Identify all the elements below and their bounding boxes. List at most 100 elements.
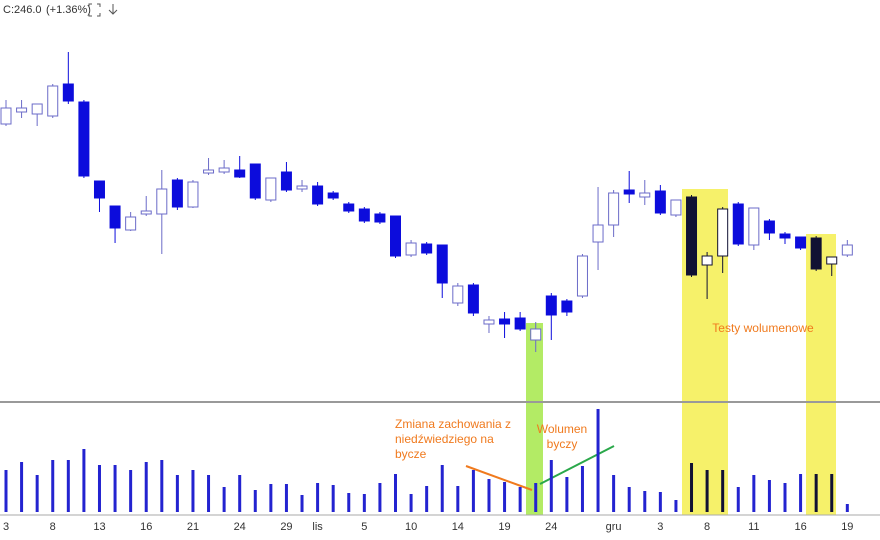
candle-body [639,192,651,198]
volume-bar [643,491,647,512]
candle-body [31,103,43,115]
volume-bar [783,483,787,512]
candle-body [327,192,339,199]
candle-body [670,199,682,216]
volume-bar [674,500,678,512]
candle-body [265,177,277,201]
candle-body [374,213,386,223]
volume-bar [35,475,39,512]
volume-bar [409,494,413,512]
candle-body [530,328,542,341]
volume-bar [331,485,335,512]
candle-body [47,85,59,117]
candle-body [748,207,760,246]
volume-bar [814,474,818,512]
annotation: Zmiana zachowania z [395,417,511,431]
candle-body [686,196,698,276]
candle-body [140,210,152,215]
candle-body [841,244,853,256]
candle-body [592,224,604,243]
candle-body [576,255,588,297]
volume-bar [503,482,507,512]
candle-body [436,244,448,284]
volume-bar [207,475,211,512]
volume-bar [316,483,320,512]
candle-body [779,233,791,239]
candle-body [16,107,28,113]
volume-bar [175,475,179,512]
x-tick-label: 8 [50,521,56,533]
candle-body [405,242,417,256]
volume-bar [518,487,522,512]
volume-bar [690,463,694,512]
x-tick-label: 13 [93,521,105,533]
volume-bar [721,470,725,512]
x-tick-label: gru [606,521,622,533]
volume-bar [300,495,304,512]
volume-bar [845,504,849,512]
x-tick-label: 10 [405,521,417,533]
volume-bar [612,475,616,512]
close-label: C:246.0 [3,4,42,16]
volume-bar [394,474,397,512]
candle-body [701,255,713,266]
candle-body [62,83,74,102]
volume-bar [51,460,55,512]
candle-body [499,318,511,325]
volume-bar [752,475,756,512]
fullscreen-icon[interactable] [88,3,101,17]
volume-bar [799,474,803,512]
change-label: (+1.36%) [46,4,91,16]
annotation: byczy [547,437,578,451]
candle-body [187,181,199,208]
x-tick-label: 24 [545,521,557,533]
candle-body [93,180,105,199]
candle-body [795,236,807,249]
candle-body [249,163,261,199]
volume-bar [144,462,148,512]
volume-bar [191,470,195,512]
candle-body [156,188,168,215]
x-tick-label: 19 [498,521,510,533]
candle-body [234,169,246,178]
candle-body [390,215,401,257]
x-tick-label: 3 [657,521,663,533]
volume-bar [767,480,771,512]
volume-bar [269,484,273,512]
x-tick-label: 19 [841,521,853,533]
x-tick-label: 11 [748,521,759,533]
x-tick-label: 24 [234,521,246,533]
volume-bar [565,477,569,512]
volume-bar [378,483,382,512]
volume-bar [97,465,101,512]
volume-bar [113,465,117,512]
candle-body [296,185,308,190]
volume-bar [440,465,444,512]
candle-body [514,317,526,330]
volume-bar [284,484,288,512]
candle-body [343,203,355,212]
candle-body [218,167,230,173]
candle-body [125,216,137,231]
volume-bar [129,470,133,512]
volume-bar [82,449,86,512]
candle-body [608,192,620,226]
candle-body [0,107,12,125]
candle-body [467,284,479,314]
download-icon[interactable] [108,4,118,15]
volume-bar [425,486,429,512]
volume-bar [4,470,8,512]
volume-bar [160,460,164,512]
x-tick-label: 8 [704,521,710,533]
volume-bar [362,494,366,512]
arrow-line [465,465,533,491]
volume-bar [596,409,600,512]
x-tick-label: lis [312,521,323,533]
candle-body [561,300,573,313]
annotation: Testy wolumenowe [712,321,814,335]
candle-body [78,101,90,177]
x-tick-label: 3 [3,521,9,533]
candle-body [826,256,838,265]
volume-bar [627,487,631,512]
